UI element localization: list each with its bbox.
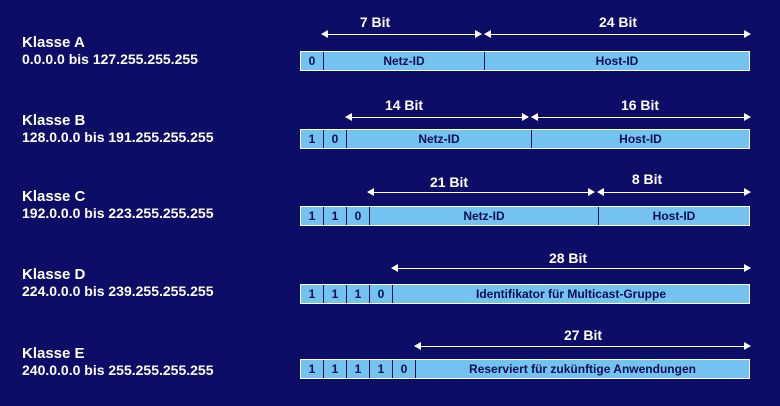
class-address-range: 0.0.0.0 bis 127.255.255.255 [22,51,198,68]
bit-cell: 1 [324,207,347,225]
class-name: Klasse A [22,34,85,51]
bit-cell: 1 [324,285,347,303]
span-label: 28 Bit [548,250,588,266]
class-a-bit-layout: 0 Netz-ID Host-ID [300,51,750,71]
class-d-bit-layout: 1 1 1 0 Identifikator für Multicast-Grup… [300,284,750,304]
class-name: Klasse B [22,112,86,129]
span-label: 24 Bit [598,14,638,30]
span-label: 7 Bit [359,14,391,30]
bit-cell: 0 [324,130,347,148]
span-arrow [597,187,751,196]
class-name: Klasse E [22,345,85,362]
multicast-group-field: Identifikator für Multicast-Gruppe [475,287,666,301]
netz-id-field: Netz-ID [347,130,532,148]
bit-cell: 1 [324,360,347,378]
span-arrow [484,29,751,38]
class-name: Klasse D [22,266,86,283]
bit-cell: 1 [301,285,324,303]
class-a-label: Klasse A 0.0.0.0 bis 127.255.255.255 [22,34,198,67]
class-name: Klasse C [22,188,86,205]
bit-cell: 1 [301,130,324,148]
host-id-field: Host-ID [595,54,639,68]
bit-cell: 1 [370,360,393,378]
span-label: 14 Bit [384,97,424,113]
span-arrow [531,112,751,121]
span-arrow [367,187,595,196]
span-label: 16 Bit [620,97,660,113]
bit-cell: 1 [301,360,324,378]
class-c-bit-layout: 1 1 0 Netz-ID Host-ID [300,206,750,226]
class-address-range: 192.0.0.0 bis 223.255.255.255 [22,205,214,222]
span-arrow [345,112,529,121]
reserved-field: Reserviert für zukünftige Anwendungen [469,362,696,376]
class-e-label: Klasse E 240.0.0.0 bis 255.255.255.255 [22,345,214,378]
netz-id-field: Netz-ID [324,52,485,70]
host-id-field: Host-ID [619,132,662,146]
class-address-range: 224.0.0.0 bis 239.255.255.255 [22,283,214,300]
class-address-range: 240.0.0.0 bis 255.255.255.255 [22,362,214,379]
bit-cell: 0 [370,285,393,303]
span-arrow [414,341,751,350]
span-arrow [391,263,751,272]
span-label: 21 Bit [429,174,469,190]
span-label: 27 Bit [563,327,603,343]
class-c-label: Klasse C 192.0.0.0 bis 223.255.255.255 [22,188,214,221]
class-d-label: Klasse D 224.0.0.0 bis 239.255.255.255 [22,266,214,299]
host-id-field: Host-ID [652,209,696,223]
bit-cell: 0 [393,360,416,378]
bit-cell: 1 [347,285,370,303]
span-label: 8 Bit [631,171,663,187]
bit-cell: 0 [347,207,370,225]
netz-id-field: Netz-ID [370,207,599,225]
class-address-range: 128.0.0.0 bis 191.255.255.255 [22,129,214,146]
bit-cell: 1 [301,207,324,225]
bit-cell: 0 [301,52,324,70]
class-e-bit-layout: 1 1 1 1 0 Reserviert für zukünftige Anwe… [300,359,750,379]
class-b-bit-layout: 1 0 Netz-ID Host-ID [300,129,750,149]
span-arrow [321,29,482,38]
bit-cell: 1 [347,360,370,378]
class-b-label: Klasse B 128.0.0.0 bis 191.255.255.255 [22,112,214,145]
